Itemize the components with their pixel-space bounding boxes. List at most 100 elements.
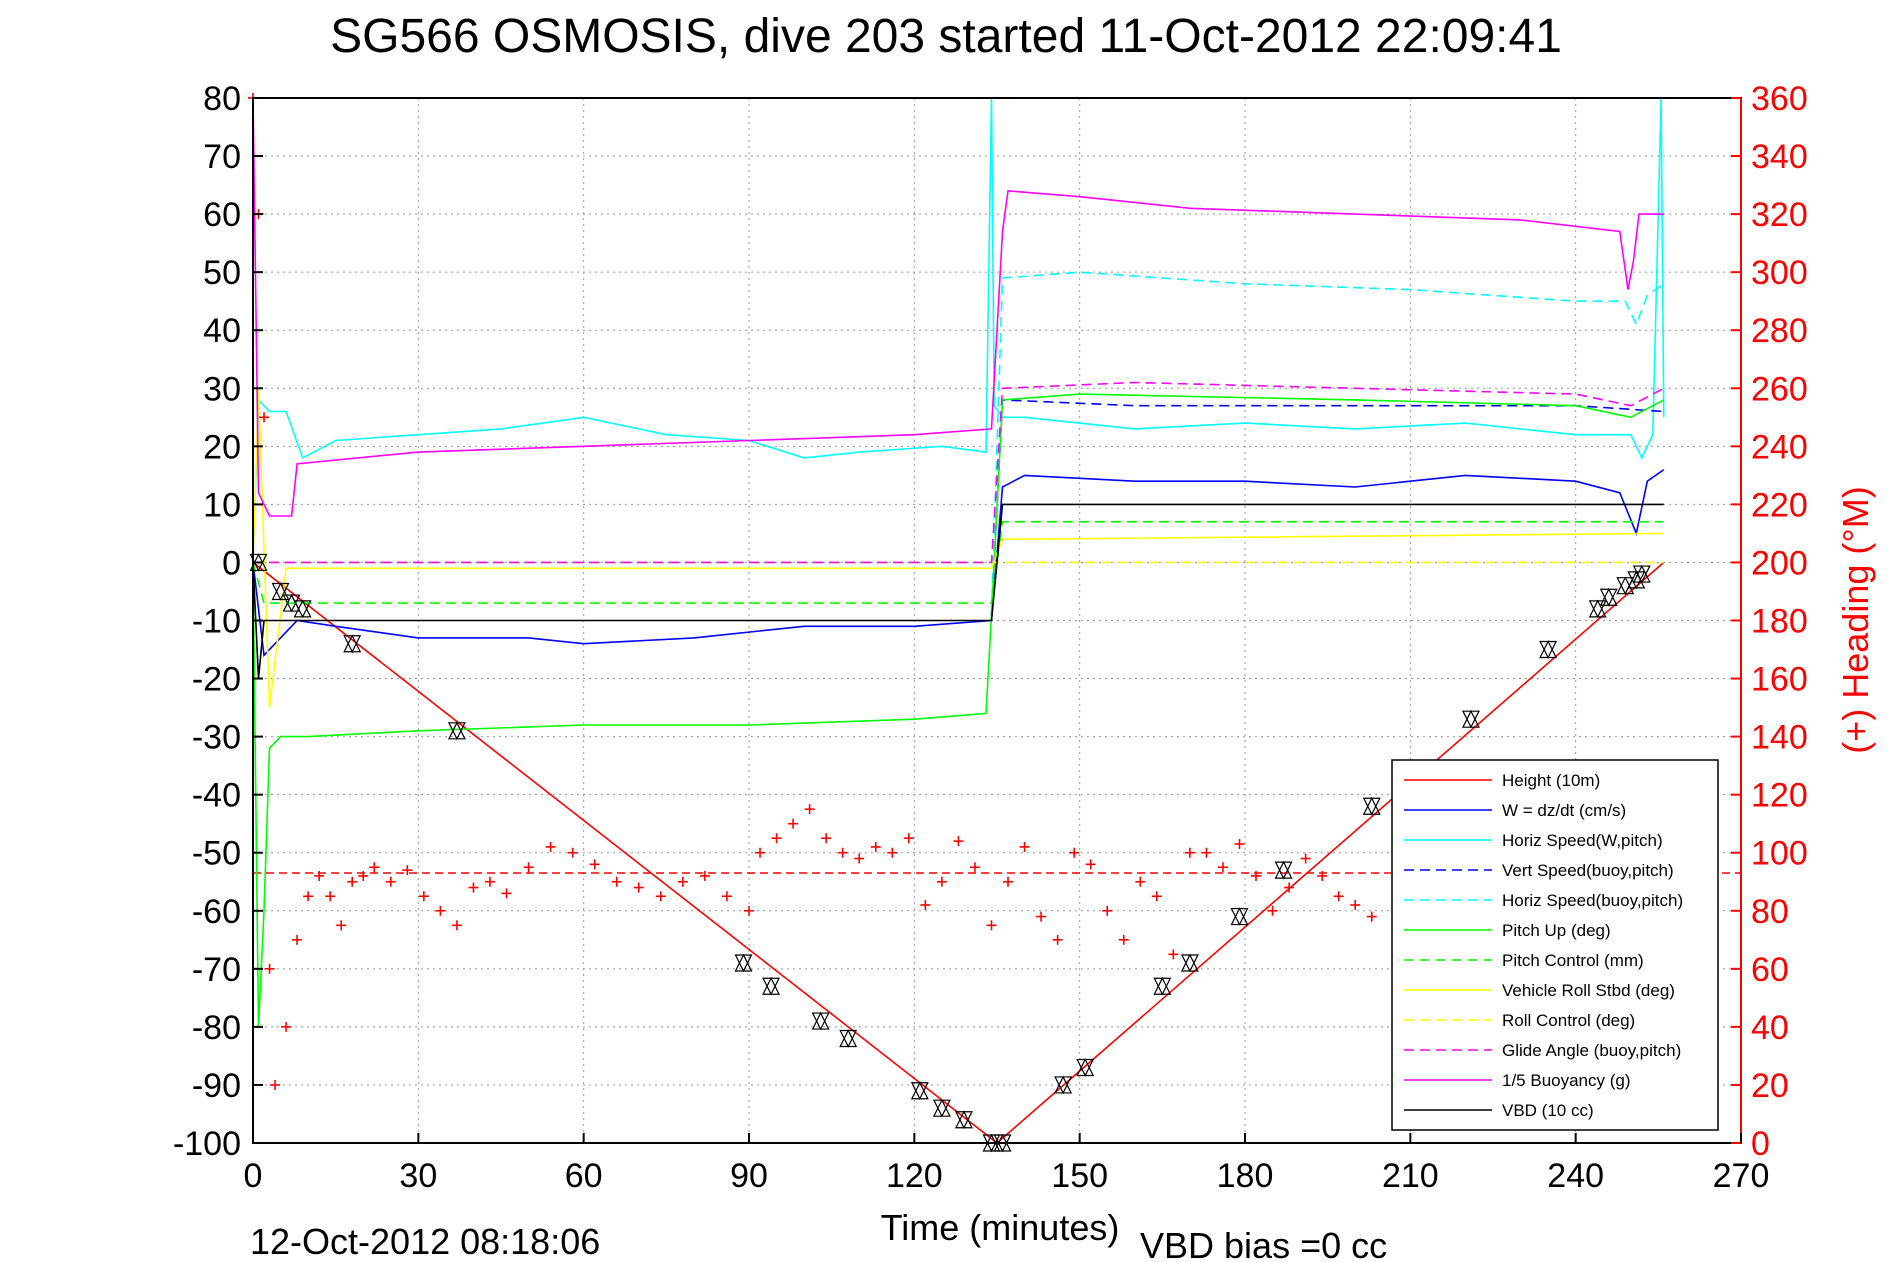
dive-marker (1461, 709, 1480, 729)
right-y-axis-ticks: 3603403203002802602402202001801601401201… (1731, 80, 1808, 1163)
heading-point (699, 870, 710, 881)
x-tick-label: 90 (730, 1157, 768, 1195)
heading-point (325, 891, 336, 902)
x-tick-label: 120 (886, 1157, 943, 1195)
dive-marker-down (839, 1029, 858, 1048)
footer-timestamp: 12-Oct-2012 08:18:06 (250, 1221, 600, 1262)
y-tick-label: -10 (192, 603, 241, 641)
vbd-bias-note: VBD bias =0 cc (1140, 1225, 1387, 1262)
heading-point (721, 891, 732, 902)
right-tick-label: 140 (1751, 719, 1808, 757)
dive-marker (1539, 640, 1558, 659)
heading-point (314, 870, 325, 881)
x-axis-label: Time (minutes) (881, 1207, 1120, 1248)
heading-point (1102, 905, 1113, 916)
y-tick-label: -40 (192, 777, 241, 815)
dive-marker-up (1274, 860, 1293, 879)
heading-point (1168, 949, 1179, 960)
legend-box (1391, 759, 1719, 1131)
legend-label: Pitch Up (deg) (1502, 921, 1611, 940)
dive-marker (1230, 907, 1249, 926)
x-tick-label: 60 (565, 1157, 603, 1195)
right-tick-label: 40 (1751, 1009, 1789, 1047)
heading-point (369, 862, 380, 873)
dive-marker-up (1588, 599, 1607, 618)
dive-marker-down (1274, 861, 1293, 880)
y-tick-label: 30 (203, 370, 241, 408)
y-tick-label: 0 (222, 544, 241, 582)
right-tick-label: 20 (1751, 1067, 1789, 1105)
y-tick-label: -30 (192, 719, 241, 757)
heading-point (633, 882, 644, 893)
dive-marker-up (762, 976, 781, 995)
dive-marker (1054, 1075, 1073, 1095)
legend-label: W = dz/dt (cm/s) (1502, 801, 1626, 820)
dive-marker-down (762, 977, 781, 996)
heading-point (887, 847, 898, 858)
dive-marker (910, 1081, 929, 1101)
heading-point (1069, 847, 1080, 858)
heading-point (1333, 891, 1344, 902)
dive-marker-down (271, 582, 290, 601)
heading-point (788, 818, 799, 829)
heading-point (347, 876, 358, 887)
y-tick-label: 50 (203, 254, 241, 292)
y-tick-label: -50 (192, 835, 241, 873)
heading-point (589, 859, 600, 870)
legend-label: Glide Angle (buoy,pitch) (1502, 1041, 1681, 1060)
x-tick-label: 180 (1217, 1157, 1274, 1195)
dive-marker-up (447, 721, 466, 740)
y-tick-label: 10 (203, 486, 241, 524)
heading-point (903, 833, 914, 844)
heading-point (264, 963, 275, 974)
heading-point (1317, 870, 1328, 881)
dive-marker-down (1539, 640, 1558, 659)
dive-marker (343, 634, 362, 654)
right-tick-label: 220 (1751, 486, 1808, 524)
heading-point (1366, 911, 1377, 922)
right-y-axis-label: (+) Heading (°M) (1835, 486, 1876, 753)
heading-point (1217, 862, 1228, 873)
heading-point (259, 412, 270, 423)
y-tick-label: -70 (192, 951, 241, 989)
heading-point (1234, 839, 1245, 850)
series-pitch-up-deg (252, 393, 1665, 1027)
heading-point (1350, 899, 1361, 910)
right-tick-label: 340 (1751, 138, 1808, 176)
heading-point (1284, 882, 1295, 893)
dive-marker-down (932, 1099, 951, 1118)
dive-marker-up (1230, 907, 1249, 926)
right-tick-label: 180 (1751, 603, 1808, 641)
heading-point (1267, 905, 1278, 916)
series-horiz-speed-buoy-pitch (990, 271, 1665, 615)
dive-marker-down (1230, 907, 1249, 926)
heading-point (1052, 934, 1063, 945)
x-tick-label: 270 (1713, 1157, 1770, 1195)
legend-label: VBD (10 cc) (1502, 1101, 1594, 1120)
y-tick-label: -80 (192, 1009, 241, 1047)
heading-point (567, 847, 578, 858)
heading-point (523, 862, 534, 873)
heading-point (1201, 847, 1212, 858)
legend-label: Height (10m) (1502, 771, 1600, 790)
series-vert-speed-buoy-pitch (990, 399, 1664, 615)
dive-marker-up (1362, 796, 1381, 815)
y-tick-label: -100 (173, 1125, 241, 1163)
heading-point (435, 905, 446, 916)
legend-label: Vehicle Roll Stbd (deg) (1502, 981, 1675, 1000)
heading-point (969, 862, 980, 873)
dive-marker (1153, 976, 1172, 996)
dive-marker (1180, 953, 1199, 973)
heading-point (1036, 911, 1047, 922)
legend-label: Horiz Speed(W,pitch) (1502, 831, 1663, 850)
dive-marker-up (293, 599, 312, 618)
dive-marker-up (1461, 709, 1480, 728)
dive-marker (762, 976, 781, 996)
x-tick-label: 240 (1547, 1157, 1604, 1195)
heading-point (358, 870, 369, 881)
heading-point (402, 865, 413, 876)
y-tick-label: 40 (203, 312, 241, 350)
right-tick-label: 200 (1751, 544, 1808, 582)
legend-label: Pitch Control (mm) (1502, 951, 1644, 970)
dive-marker-up (910, 1081, 929, 1100)
